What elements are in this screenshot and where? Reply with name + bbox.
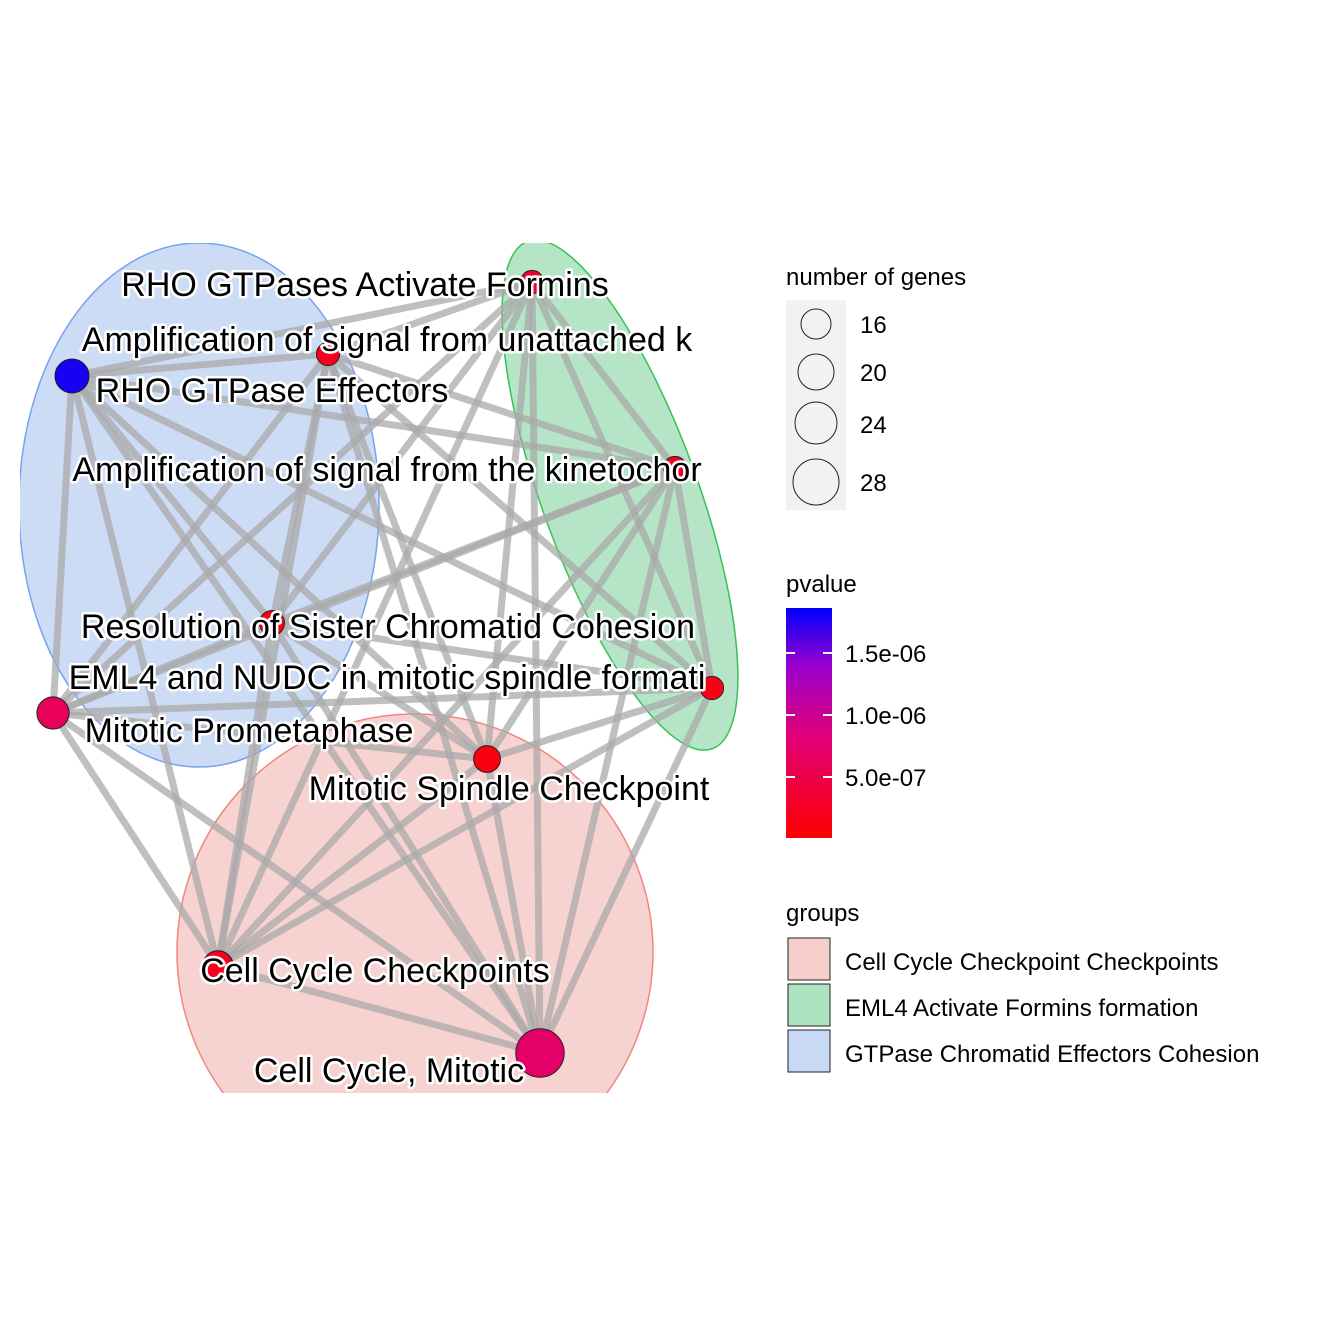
edge-prometaphase-cc_mitotic: [49, 709, 544, 1057]
node-rho_effectors: [54, 358, 90, 394]
node-label-resolution: Resolution of Sister Chromatid Cohesion: [81, 608, 695, 646]
edge-prometaphase-spindle_checkpoint: [49, 709, 491, 763]
size-label-3: 28: [860, 470, 887, 497]
edge-spindle_checkpoint-cc_mitotic: [483, 755, 544, 1057]
groups-legend-title: groups: [786, 900, 859, 927]
node-label-rho_effectors: RHO GTPase Effectors: [96, 372, 449, 410]
edge-resolution-cc_checkpoints: [214, 619, 276, 970]
node-cc_checkpoints: [202, 950, 234, 982]
node-rho_formins: [519, 269, 545, 295]
edge-eml4-spindle_checkpoint: [483, 684, 716, 763]
node-label-spindle_checkpoint: Mitotic Spindle Checkpoint: [309, 770, 710, 808]
edge-rho_formins-cc_checkpoints: [214, 278, 536, 970]
pvalue-legend-title: pvalue: [786, 571, 857, 598]
node-amp_unattached: [315, 341, 341, 367]
groups-legend: groups Cell Cycle Checkpoint Checkpoints…: [786, 900, 1259, 1073]
size-legend-title: number of genes: [786, 264, 966, 291]
edge-amp_kinetochore-cc_mitotic: [536, 464, 679, 1057]
edge-amp_unattached-cc_mitotic: [324, 350, 544, 1057]
edge-resolution-spindle_checkpoint: [268, 619, 491, 763]
pvalue-legend: pvalue 1.5e-06 1.0e-06 5.0e-07: [786, 571, 926, 838]
size-key-20: [797, 353, 835, 391]
edge-eml4-cc_mitotic: [536, 684, 716, 1057]
pvalue-tick-1: 1.0e-06: [845, 703, 926, 730]
network-nodes: [36, 269, 725, 1078]
pvalue-tick-2: 5.0e-07: [845, 765, 926, 792]
node-spindle_checkpoint: [473, 745, 501, 773]
node-eml4: [699, 675, 725, 701]
edge-eml4-cc_checkpoints: [214, 684, 716, 970]
edge-resolution-eml4: [268, 619, 716, 692]
edge-rho_effectors-resolution: [68, 372, 276, 627]
edge-resolution-prometaphase: [49, 619, 276, 717]
size-key-28: [792, 458, 840, 506]
groups-label-1: EML4 Activate Formins formation: [845, 995, 1198, 1022]
edge-rho_formins-amp_kinetochore: [528, 278, 679, 472]
node-label-rho_formins: RHO GTPases Activate Formins: [121, 266, 608, 304]
edge-rho_effectors-cc_mitotic: [68, 372, 544, 1057]
edge-spindle_checkpoint-cc_checkpoints: [214, 755, 491, 970]
size-label-2: 24: [860, 412, 887, 439]
edge-prometaphase-cc_checkpoints: [49, 709, 222, 970]
pvalue-tick-0: 1.5e-06: [845, 641, 926, 668]
node-amp_kinetochore: [662, 455, 688, 481]
edge-amp_unattached-prometaphase: [49, 350, 332, 717]
edge-rho_effectors-eml4: [68, 372, 716, 692]
edge-rho_formins-spindle_checkpoint: [483, 278, 536, 763]
node-cc_mitotic: [515, 1028, 565, 1078]
network-labels: RHO GTPases Activate Formins Amplificatio…: [66, 264, 712, 1093]
edge-cc_checkpoints-cc_mitotic: [214, 962, 544, 1057]
pvalue-colorbar: [786, 608, 832, 838]
groups-label-0: Cell Cycle Checkpoint Checkpoints: [845, 949, 1219, 976]
size-key-24: [794, 401, 838, 445]
size-key-16: [800, 308, 832, 340]
node-label-prometaphase: Mitotic Prometaphase: [85, 712, 414, 750]
edge-rho_formins-prometaphase: [49, 278, 536, 717]
edge-eml4-prometaphase: [49, 684, 716, 717]
size-legend: number of genes 16 20 24 28: [786, 264, 966, 510]
edge-rho_formins-resolution: [268, 278, 536, 627]
edge-amp_unattached-rho_effectors: [68, 350, 332, 380]
groups-key-2: [787, 1029, 831, 1073]
network-edges: [49, 278, 716, 1057]
edge-rho_effectors-prometaphase: [49, 372, 76, 717]
edge-amp_kinetochore-spindle_checkpoint: [483, 464, 679, 763]
edge-amp_kinetochore-eml4: [671, 464, 716, 692]
node-label-amp_kinetochore: Amplification of signal from the kinetoc…: [72, 451, 701, 489]
edge-rho_effectors-amp_kinetochore: [68, 372, 679, 472]
edge-rho_effectors-spindle_checkpoint: [68, 372, 491, 763]
edge-resolution-cc_mitotic: [268, 619, 544, 1057]
size-label-0: 16: [860, 312, 887, 339]
edge-amp_unattached-eml4: [324, 350, 716, 692]
node-prometaphase: [36, 696, 70, 730]
node-label-amp_unattached: Amplification of signal from unattached …: [82, 321, 693, 359]
edge-rho_formins-rho_effectors: [68, 278, 536, 380]
groups-label-2: GTPase Chromatid Effectors Cohesion: [845, 1041, 1259, 1068]
groups-key-0: [787, 937, 831, 981]
node-label-cc_mitotic: Cell Cycle, Mitotic: [254, 1052, 524, 1090]
edge-rho_formins-cc_mitotic: [528, 278, 544, 1057]
groups-key-1: [787, 983, 831, 1027]
size-label-1: 20: [860, 360, 887, 387]
edge-rho_effectors-cc_checkpoints: [68, 372, 222, 970]
node-resolution: [259, 610, 285, 636]
edge-amp_unattached-amp_kinetochore: [324, 350, 679, 472]
node-label-eml4: EML4 and NUDC in mitotic spindle formati: [69, 659, 706, 697]
edge-rho_formins-amp_unattached: [324, 278, 536, 358]
node-label-cc_checkpoints: Cell Cycle Checkpoints: [200, 952, 550, 990]
